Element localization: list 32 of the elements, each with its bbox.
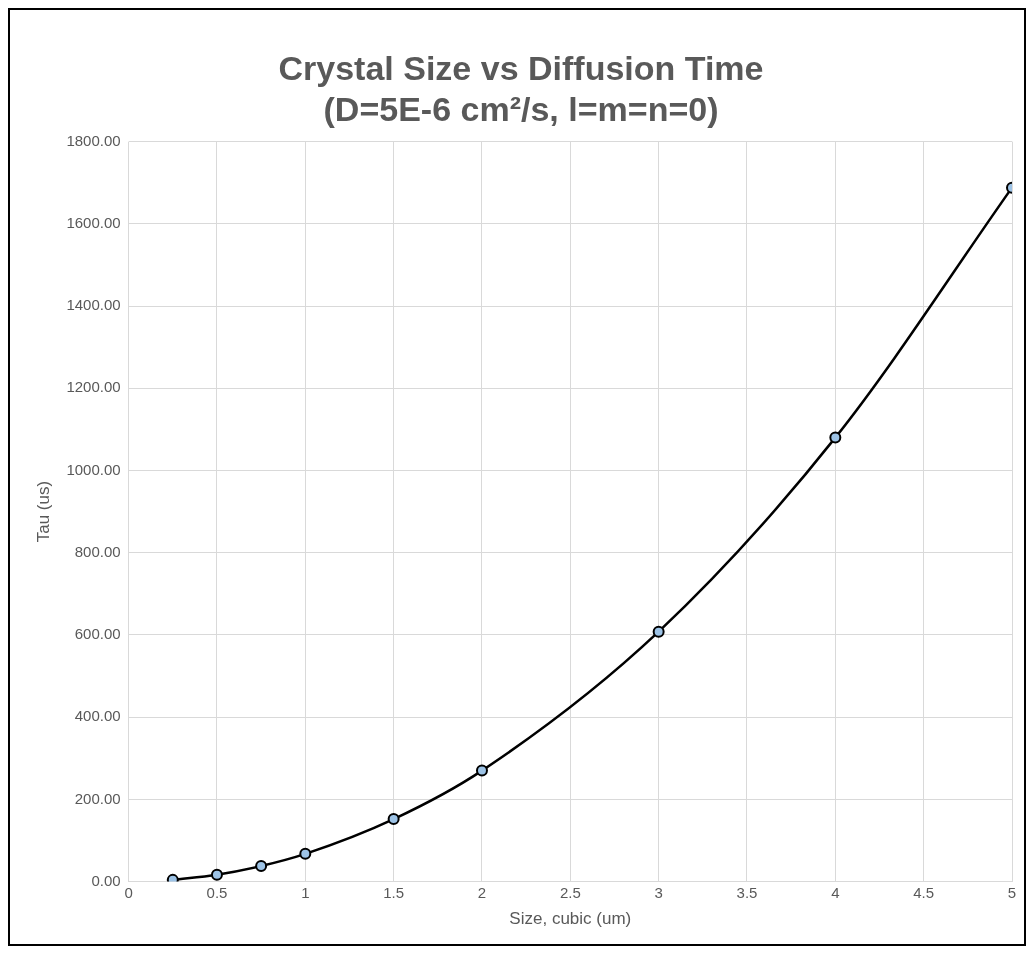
chart-title: Crystal Size vs Diffusion Time (278, 48, 764, 87)
y-tick-label: 1600.00 (66, 213, 121, 231)
x-tick-label: 2.5 (559, 883, 581, 901)
x-tick-label: 1.5 (383, 883, 405, 901)
y-tick-label: 800.00 (74, 542, 121, 560)
x-tick-label: 1 (301, 883, 310, 901)
point (475, 764, 488, 777)
y-tick-label: 0.00 (91, 871, 121, 889)
x-tick-label: 4.5 (913, 883, 935, 901)
x-tick-label: 0 (124, 883, 133, 901)
point (255, 859, 268, 872)
point (299, 847, 312, 860)
point (387, 813, 400, 826)
y-axis-title: Tau (us) (33, 480, 53, 543)
y-tick-label: 1800.00 (66, 131, 121, 149)
y-tick-label: 600.00 (74, 625, 121, 643)
point (210, 868, 223, 881)
y-tick-label: 200.00 (74, 789, 121, 807)
x-tick-label: 3.5 (736, 883, 758, 901)
point (829, 431, 842, 444)
x-tick-label: 2 (477, 883, 487, 901)
point (652, 625, 665, 638)
y-tick-label: 400.00 (74, 707, 121, 725)
x-tick-label: 3 (654, 883, 663, 901)
y-tick-label: 1400.00 (66, 296, 121, 314)
y-tick-label: 1000.00 (66, 460, 121, 478)
x-tick-label: 0.5 (206, 883, 228, 901)
x-axis-title: Size, cubic (um) (509, 909, 632, 929)
x-tick-label: 4 (831, 883, 840, 901)
x-tick-label: 5 (1007, 883, 1017, 901)
chart-subtitle: (D=5E-6 cm²/s, l=m=n=0) (323, 89, 719, 128)
y-tick-label: 1200.00 (66, 378, 121, 396)
